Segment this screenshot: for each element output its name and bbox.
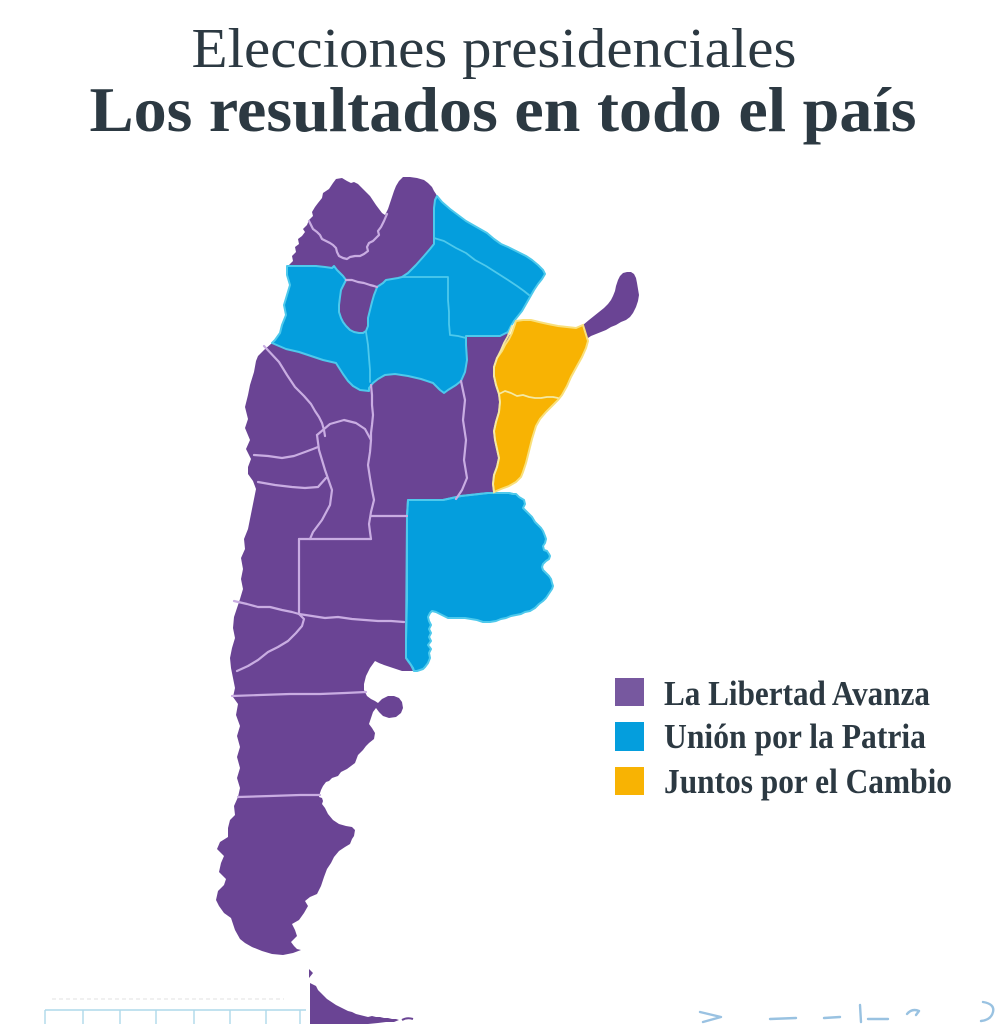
- svg-text:Elecciones presidenciales: Elecciones presidenciales: [192, 18, 797, 80]
- svg-text:Los resultados en todo el país: Los resultados en todo el país: [90, 74, 917, 145]
- svg-text:Juntos por el Cambio: Juntos por el Cambio: [664, 762, 952, 801]
- svg-text:La Libertad Avanza: La Libertad Avanza: [664, 674, 930, 713]
- svg-text:Unión por la Patria: Unión por la Patria: [664, 717, 926, 756]
